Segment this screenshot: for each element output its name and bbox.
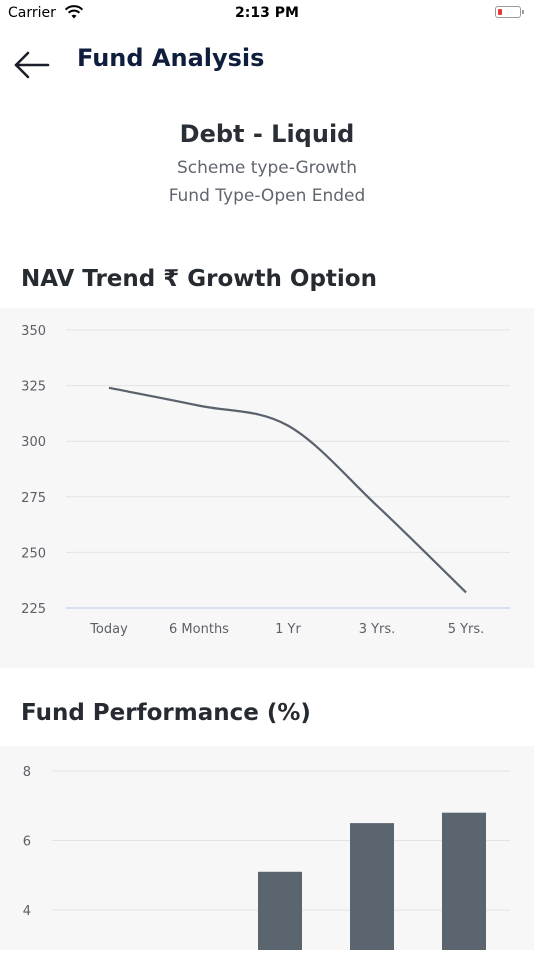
battery-tip (522, 10, 524, 14)
back-button[interactable] (10, 44, 54, 80)
fund-performance-chart-panel: 4 6 8 (0, 746, 534, 950)
nav-trend-title: NAV Trend ₹ Growth Option (21, 266, 377, 292)
x-tick-label: 5 Yrs. (448, 622, 485, 637)
x-tick-label: 1 Yr (275, 622, 301, 637)
y-tick-label: 4 (23, 904, 31, 919)
clock: 2:13 PM (235, 5, 299, 21)
nav-trend-chart: 225 250 275 300 325 350 Today 6 Months 1 Yr 3 Yrs… (21, 324, 510, 637)
y-tick-label: 8 (23, 765, 31, 780)
fund-header: Debt - Liquid Scheme type-Growth Fund Ty… (0, 120, 534, 210)
fund-performance-chart: 4 6 8 (23, 765, 510, 950)
x-tick-label: 6 Months (169, 622, 229, 637)
y-tick-label: 275 (21, 491, 46, 506)
y-tick-label: 225 (21, 602, 46, 617)
status-bar: Carrier 2:13 PM (0, 0, 534, 28)
back-arrow-icon (14, 51, 50, 79)
wifi-icon (64, 4, 84, 24)
page-title: Fund Analysis (77, 44, 265, 72)
fund-name: Debt - Liquid (179, 120, 355, 148)
performance-bar (258, 871, 302, 950)
fund-performance-title: Fund Performance (%) (21, 700, 311, 726)
navigation-bar: Fund Analysis (0, 40, 534, 84)
scheme-type: Scheme type-Growth (176, 158, 358, 178)
carrier-label: Carrier (8, 5, 56, 21)
nav-trend-chart-panel: 225 250 275 300 325 350 Today 6 Months 1 Yr 3 Yrs… (0, 308, 534, 668)
y-tick-label: 325 (21, 380, 46, 395)
fund-type: Fund Type-Open Ended (168, 186, 366, 206)
y-tick-label: 250 (21, 546, 46, 561)
battery-icon (495, 6, 521, 18)
y-tick-label: 350 (21, 324, 46, 339)
performance-bar (442, 812, 486, 950)
x-tick-label: Today (89, 622, 128, 637)
performance-bar (350, 823, 394, 950)
nav-series-line (108, 386, 467, 594)
x-tick-label: 3 Yrs. (359, 622, 396, 637)
y-tick-label: 300 (21, 435, 46, 450)
y-tick-label: 6 (23, 835, 31, 850)
